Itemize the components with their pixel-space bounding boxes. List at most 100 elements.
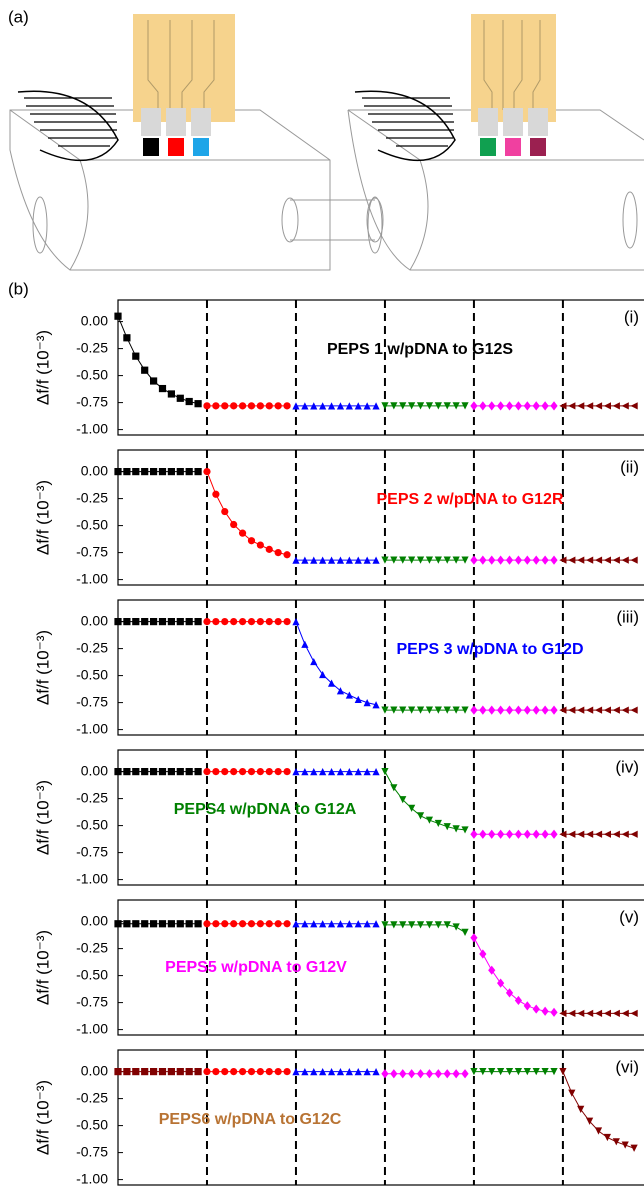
y-axis-label: Δf/f (10⁻³)	[33, 330, 52, 405]
data-point	[470, 1068, 478, 1076]
data-point	[185, 618, 193, 626]
data-point	[141, 618, 149, 626]
data-point	[123, 920, 131, 928]
data-point	[123, 768, 131, 776]
data-point	[132, 920, 140, 928]
data-point	[114, 920, 122, 928]
data-point	[416, 1069, 425, 1079]
data-point	[523, 1068, 531, 1076]
data-point	[327, 556, 336, 564]
data-point	[176, 618, 184, 626]
data-point	[274, 920, 282, 928]
data-point	[319, 920, 327, 928]
data-point	[336, 687, 345, 695]
data-point	[470, 829, 478, 839]
data-point	[532, 705, 540, 715]
data-point	[630, 706, 638, 714]
annotation: PEPS 1 w/pDNA to G12S	[327, 341, 513, 358]
data-point	[185, 768, 193, 776]
data-point	[479, 555, 487, 565]
data-point	[301, 556, 309, 564]
y-tick-label: -0.75	[76, 1143, 108, 1159]
data-point	[132, 768, 140, 776]
data-point	[336, 920, 345, 928]
data-point	[408, 804, 416, 812]
data-point	[194, 400, 202, 408]
data-point	[612, 1138, 620, 1146]
data-point	[194, 1068, 202, 1076]
data-point	[416, 706, 425, 714]
chart-panel: 0.00 -0.25 -0.50 -0.75 -1.00 Δf/f (10⁻³) PEPS …	[33, 299, 644, 436]
data-point	[541, 1006, 549, 1016]
panel-tag: (iii)	[616, 607, 639, 626]
data-point	[497, 555, 505, 565]
y-tick-label: -1.00	[76, 420, 108, 436]
data-point	[230, 1068, 238, 1076]
data-point	[363, 699, 371, 707]
data-point	[381, 1069, 389, 1079]
data-point	[488, 401, 496, 411]
data-point	[310, 920, 318, 928]
chart-panel: 0.00 -0.25 -0.50 -0.75 -1.00 Δf/f (10⁻³) PEPS …	[33, 599, 644, 736]
data-point	[345, 556, 353, 564]
data-point	[336, 1068, 345, 1076]
data-point	[497, 401, 505, 411]
data-point	[586, 706, 594, 714]
data-point	[399, 1069, 407, 1079]
data-point	[363, 768, 371, 776]
data-point	[523, 555, 531, 565]
data-point	[461, 706, 469, 714]
chart-panel: 0.00 -0.25 -0.50 -0.75 -1.00 Δf/f (10⁻³) PEPS …	[33, 449, 644, 586]
data-point	[559, 1009, 567, 1017]
data-point	[310, 1068, 318, 1076]
data-point	[381, 556, 389, 564]
data-point	[221, 1068, 229, 1076]
data-point	[247, 537, 256, 545]
data-point	[354, 556, 362, 564]
data-point	[381, 921, 389, 929]
data-point	[114, 768, 122, 776]
data-point	[586, 830, 594, 838]
data-point	[221, 768, 229, 776]
data-point	[256, 541, 264, 549]
data-point	[345, 691, 353, 699]
data-point	[221, 402, 229, 410]
data-point	[292, 768, 300, 776]
data-point	[185, 1068, 193, 1076]
data-point	[327, 679, 336, 687]
data-point	[541, 401, 549, 411]
data-point	[283, 618, 291, 626]
data-point	[256, 920, 264, 928]
data-point	[550, 555, 558, 565]
data-point	[514, 1068, 523, 1076]
data-point	[212, 490, 220, 498]
y-tick-label: -0.25	[76, 939, 108, 955]
panel-label: (b)	[8, 279, 29, 298]
data-point	[514, 705, 523, 715]
data-point	[230, 618, 238, 626]
data-point	[141, 920, 149, 928]
data-point	[603, 556, 612, 564]
data-point	[176, 768, 184, 776]
y-tick-label: -0.25	[76, 1089, 108, 1105]
data-point	[149, 377, 158, 385]
data-point	[185, 920, 193, 928]
data-point	[141, 1068, 149, 1076]
data-point	[238, 920, 247, 928]
data-point	[238, 618, 247, 626]
data-point	[363, 556, 371, 564]
data-point	[132, 468, 140, 476]
chart-panel: 0.00 -0.25 -0.50 -0.75 -1.00 Δf/f (10⁻³) PEPS4…	[33, 749, 644, 886]
data-point	[158, 920, 167, 928]
data-point	[470, 401, 478, 411]
data-point	[158, 468, 167, 476]
y-tick-label: -0.50	[76, 966, 108, 982]
data-point	[221, 618, 229, 626]
data-point	[603, 1009, 612, 1017]
data-point	[319, 1068, 327, 1076]
data-point	[523, 1001, 531, 1011]
data-point	[265, 402, 273, 410]
data-point	[372, 402, 380, 410]
data-point	[123, 334, 131, 342]
data-point	[470, 705, 478, 715]
